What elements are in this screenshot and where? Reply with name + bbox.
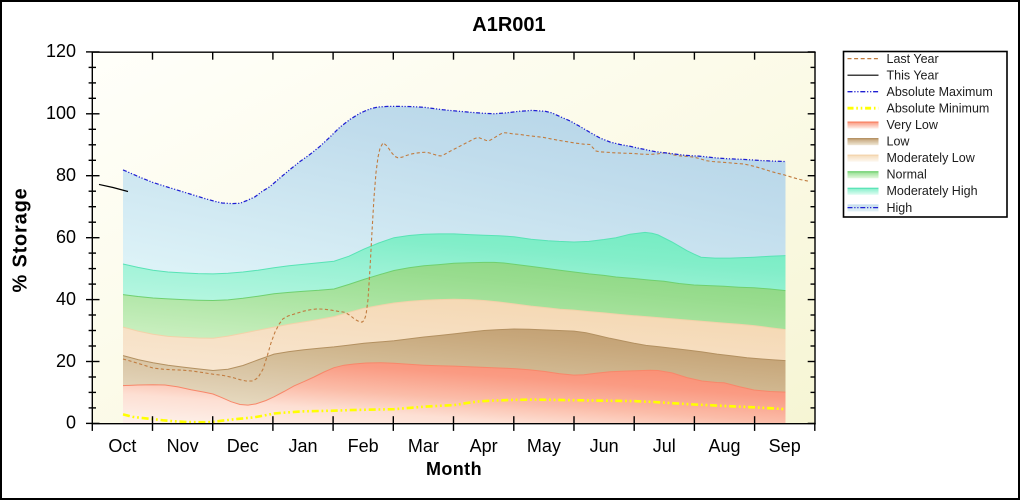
svg-text:Dec: Dec [227,436,259,456]
svg-text:Jan: Jan [288,436,317,456]
svg-text:Apr: Apr [470,436,498,456]
svg-text:Normal: Normal [887,168,927,182]
svg-text:Last Year: Last Year [887,52,939,66]
svg-text:Feb: Feb [348,436,379,456]
svg-text:20: 20 [56,351,76,371]
svg-text:60: 60 [56,227,76,247]
svg-text:100: 100 [46,103,76,123]
svg-text:High: High [887,201,913,215]
svg-text:Very Low: Very Low [887,118,939,132]
svg-text:80: 80 [56,165,76,185]
svg-text:Aug: Aug [708,436,740,456]
svg-text:Moderately High: Moderately High [887,184,978,198]
svg-text:Oct: Oct [108,436,136,456]
svg-text:May: May [527,436,561,456]
svg-text:Absolute Maximum: Absolute Maximum [887,85,993,99]
svg-text:Sep: Sep [769,436,801,456]
svg-text:120: 120 [46,41,76,61]
svg-text:Jun: Jun [590,436,619,456]
svg-text:This Year: This Year [887,68,939,82]
svg-text:Jul: Jul [653,436,676,456]
svg-text:% Storage: % Storage [10,187,32,292]
svg-text:A1R001: A1R001 [472,14,545,36]
svg-text:Nov: Nov [167,436,199,456]
svg-text:Mar: Mar [408,436,439,456]
svg-text:Moderately Low: Moderately Low [887,151,976,165]
svg-text:Absolute Minimum: Absolute Minimum [887,102,990,116]
svg-text:40: 40 [56,289,76,309]
svg-text:Low: Low [887,135,911,149]
svg-text:Month: Month [426,459,482,479]
svg-text:0: 0 [66,413,76,433]
